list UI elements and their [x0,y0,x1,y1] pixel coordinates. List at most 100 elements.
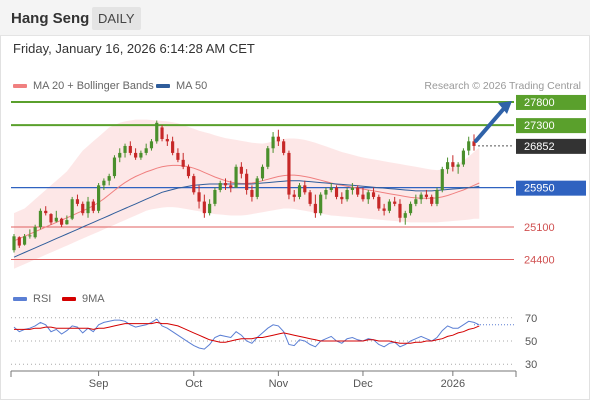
candle-body [123,145,127,153]
candle-body [456,164,460,167]
legend-rsi: RSI [13,293,51,305]
candle-body [356,187,360,195]
candle-body [144,148,148,153]
candle-body [213,189,217,204]
candle-body [97,185,101,211]
candle-body [234,166,238,188]
legend-ma50-label: MA 50 [176,80,208,92]
candle-body [408,203,413,214]
legend-9ma: 9MA [62,293,105,305]
rsi-swatch [13,297,27,301]
candle-body [65,220,69,225]
candle-body [17,237,21,246]
timestamp: Friday, January 16, 2026 6:14:28 AM CET [13,41,255,56]
candle-body [430,196,434,204]
candle-body [112,157,117,177]
candle-body [128,145,132,153]
x-tick-label-Nov: Nov [269,378,289,390]
candle-body [229,185,233,188]
candle-body [255,178,259,197]
period-button[interactable]: DAILY [92,7,141,30]
candle-body [319,194,323,214]
legend-ma50: MA 50 [156,80,207,92]
candle-body [165,139,169,142]
candle-body [139,152,143,158]
candle-body [282,141,286,153]
candle-body [414,199,418,204]
candle-body [12,236,16,251]
rsi-tick-50: 50 [525,336,537,348]
current-price-label: 26852 [524,141,555,153]
candle-body [118,152,122,158]
candle-body [22,236,27,245]
level-label-25950: 25950 [524,183,555,195]
candle-body [70,199,74,219]
candle-body [176,152,180,160]
candle-body [91,201,95,211]
candle-body [186,166,191,177]
candle-body [239,166,243,174]
level-tag-27800 [516,94,586,110]
candle-body [345,189,349,200]
forecast-arrow-head [498,101,512,115]
candle-body [134,152,138,158]
candle-body [308,192,312,204]
candle-body [38,210,43,228]
candle-body [313,203,317,214]
candle-body [60,218,64,225]
legend-ma20-label: MA 20 + Bollinger Bands [33,80,154,92]
rsi-tick-70: 70 [525,313,537,325]
header-bar: Hang Seng DAILY [0,0,590,36]
candle-body [102,180,106,186]
candle-body [334,187,339,197]
level-label-25100: 25100 [524,222,555,234]
x-tick-label-2026: 2026 [441,378,465,390]
rsi-line [13,318,480,350]
candle-body [160,127,164,140]
x-tick-label-Dec: Dec [353,378,373,390]
candle-body [171,141,175,153]
candle-body [467,141,471,151]
candle-body [197,192,201,202]
candle-body [461,150,466,165]
candle-body [250,189,254,197]
candle-body [271,136,275,149]
current-price-tag [516,138,586,154]
candle-body [86,201,90,214]
x-tick-label-Sep: Sep [89,378,109,390]
candle-body [393,201,397,204]
candle-body [445,162,450,170]
candle-body [107,176,111,181]
candle-body [403,213,407,218]
candle-body [181,159,185,167]
candle-body [245,173,249,190]
x-tick-label-Oct: Oct [185,378,202,390]
candle-body [303,185,307,193]
ma9-swatch [62,297,76,301]
level-label-27800: 27800 [524,97,555,109]
candle-body [451,162,455,167]
ma50-swatch [156,84,170,88]
candle-body [292,194,296,197]
candle-body [218,183,222,190]
candle-body [266,148,270,167]
rsi-9ma-line [14,321,480,344]
instrument-title: Hang Seng [11,10,90,27]
level-label-27300: 27300 [524,120,555,132]
candle-body [276,136,280,142]
candle-body [350,187,354,190]
candle-body [28,235,32,237]
legend-ma20-bollinger: MA 20 + Bollinger Bands [13,80,154,92]
legend-9ma-label: 9MA [82,293,105,305]
forecast-arrow-shaft [474,104,508,143]
candle-body [202,201,206,214]
rsi-tick-30: 30 [525,359,537,371]
candle-body [435,189,439,204]
candle-body [424,194,428,197]
candle-body [33,227,37,238]
candle-body [208,203,212,214]
candle-body [223,183,228,186]
candle-body [387,201,391,211]
legend-rsi-label: RSI [33,293,52,305]
